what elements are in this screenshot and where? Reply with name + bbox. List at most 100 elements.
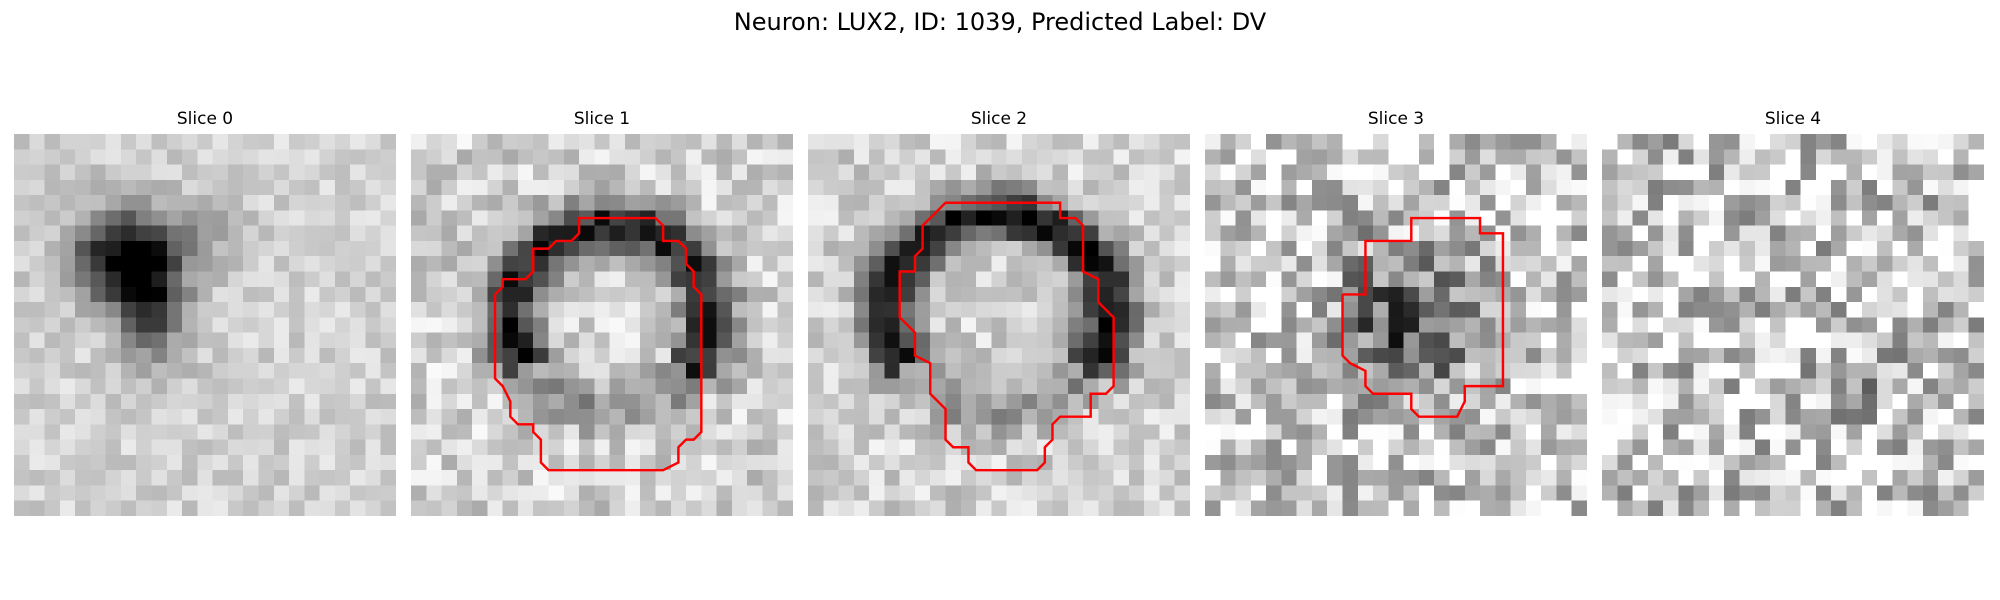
pixel: [1067, 500, 1084, 516]
pixel: [548, 424, 565, 440]
pixel: [930, 164, 946, 181]
pixel: [624, 271, 641, 288]
pixel: [838, 179, 855, 196]
pixel: [533, 195, 549, 211]
pixel: [1098, 393, 1114, 410]
pixel: [334, 393, 351, 410]
pixel: [1342, 332, 1359, 349]
pixel: [1617, 378, 1633, 395]
pixel: [243, 256, 259, 272]
pixel: [1510, 240, 1527, 257]
pixel: [1785, 256, 1801, 272]
pixel: [166, 317, 183, 333]
pixel: [1861, 302, 1878, 318]
pixel: [1250, 424, 1267, 440]
pixel: [731, 363, 748, 379]
pixel: [1388, 332, 1404, 349]
pixel: [14, 424, 30, 440]
pixel: [1632, 393, 1649, 410]
pixel: [289, 500, 305, 516]
pixel: [1541, 225, 1557, 242]
pixel: [716, 393, 733, 410]
pixel: [472, 424, 488, 440]
pixel: [1907, 164, 1924, 181]
pixel: [29, 210, 45, 226]
pixel: [1647, 347, 1664, 364]
pixel: [1296, 454, 1313, 471]
pixel: [563, 225, 580, 242]
pixel: [1785, 195, 1801, 211]
pixel: [1052, 363, 1069, 379]
pixel: [1052, 485, 1069, 502]
pixel: [1525, 271, 1542, 288]
pixel: [533, 470, 549, 486]
pixel: [1311, 439, 1328, 456]
pixel: [227, 485, 244, 502]
pixel: [1663, 393, 1679, 410]
pixel: [548, 210, 565, 226]
pixel: [1846, 424, 1863, 440]
pixel: [350, 485, 366, 502]
pixel: [563, 195, 580, 211]
pixel: [869, 179, 885, 196]
pixel: [670, 332, 687, 349]
pixel: [136, 286, 152, 303]
pixel: [1403, 363, 1420, 379]
pixel: [289, 332, 305, 349]
pixel: [701, 164, 717, 181]
pixel: [1938, 454, 1954, 471]
pixel: [1724, 378, 1740, 395]
pixel: [197, 393, 213, 410]
pixel: [29, 470, 45, 486]
pixel: [120, 240, 137, 257]
pixel: [731, 378, 748, 395]
pixel: [1541, 149, 1557, 165]
pixel: [1357, 134, 1374, 150]
pixel: [1800, 347, 1817, 364]
pixel: [1128, 271, 1145, 288]
pixel: [1174, 500, 1190, 516]
pixel: [594, 439, 610, 456]
pixel: [197, 439, 213, 456]
pixel: [59, 470, 76, 486]
pixel: [90, 134, 106, 150]
pixel: [29, 240, 45, 257]
pixel: [1006, 347, 1023, 364]
pixel: [1052, 286, 1069, 303]
pixel: [1907, 500, 1924, 516]
pixel: [1770, 347, 1786, 364]
pixel: [1098, 271, 1114, 288]
pixel: [350, 240, 366, 257]
pixel: [273, 225, 290, 242]
pixel: [1174, 256, 1190, 272]
pixel: [701, 485, 717, 502]
pixel: [14, 164, 30, 181]
pixel: [869, 240, 885, 257]
pixel: [686, 286, 702, 303]
pixel: [762, 286, 779, 303]
pixel: [1281, 149, 1297, 165]
pixel: [212, 302, 229, 318]
pixel: [1449, 271, 1466, 288]
pixel: [899, 347, 916, 364]
pixel: [1342, 393, 1359, 410]
pixel: [869, 393, 885, 410]
pixel: [105, 302, 122, 318]
pixel: [1327, 409, 1343, 425]
pixel: [1678, 393, 1694, 410]
pixel: [853, 134, 870, 150]
pixel: [777, 424, 793, 440]
pixel: [1556, 195, 1573, 211]
pixel: [44, 454, 61, 471]
pixel: [1693, 195, 1710, 211]
pixel: [1938, 240, 1954, 257]
pixel: [1922, 347, 1939, 364]
pixel: [1388, 454, 1404, 471]
pixel: [1632, 424, 1649, 440]
pixel: [1266, 149, 1282, 165]
pixel: [182, 424, 198, 440]
pixel: [273, 409, 290, 425]
pixel: [808, 347, 824, 364]
pixel: [1846, 485, 1863, 502]
pixel: [762, 317, 779, 333]
